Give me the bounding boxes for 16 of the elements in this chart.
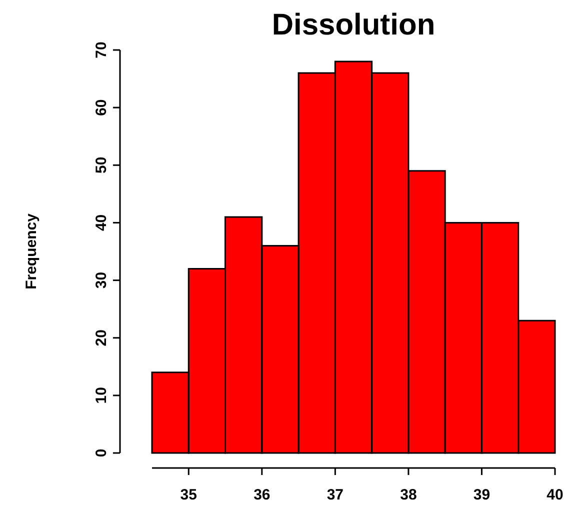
y-tick-label: 30 [93, 272, 110, 289]
y-tick-label: 70 [93, 42, 110, 58]
y-tick-label: 20 [93, 330, 110, 346]
y-tick-label: 0 [93, 448, 110, 458]
x-tick-label: 40 [546, 486, 564, 504]
y-tick-label: 60 [93, 99, 110, 116]
x-tick-label: 39 [473, 486, 490, 504]
y-tick-label: 40 [93, 214, 110, 232]
x-tick-label: 37 [326, 486, 344, 504]
x-tick-label: 35 [180, 486, 197, 504]
y-tick-label: 10 [93, 387, 110, 404]
chart-title: Dissolution [272, 8, 436, 42]
x-tick-label: 38 [400, 486, 417, 504]
x-tick-label: 36 [254, 486, 270, 504]
y-tick-label: 50 [93, 156, 110, 174]
y-axis-title: Frequency [23, 212, 40, 290]
